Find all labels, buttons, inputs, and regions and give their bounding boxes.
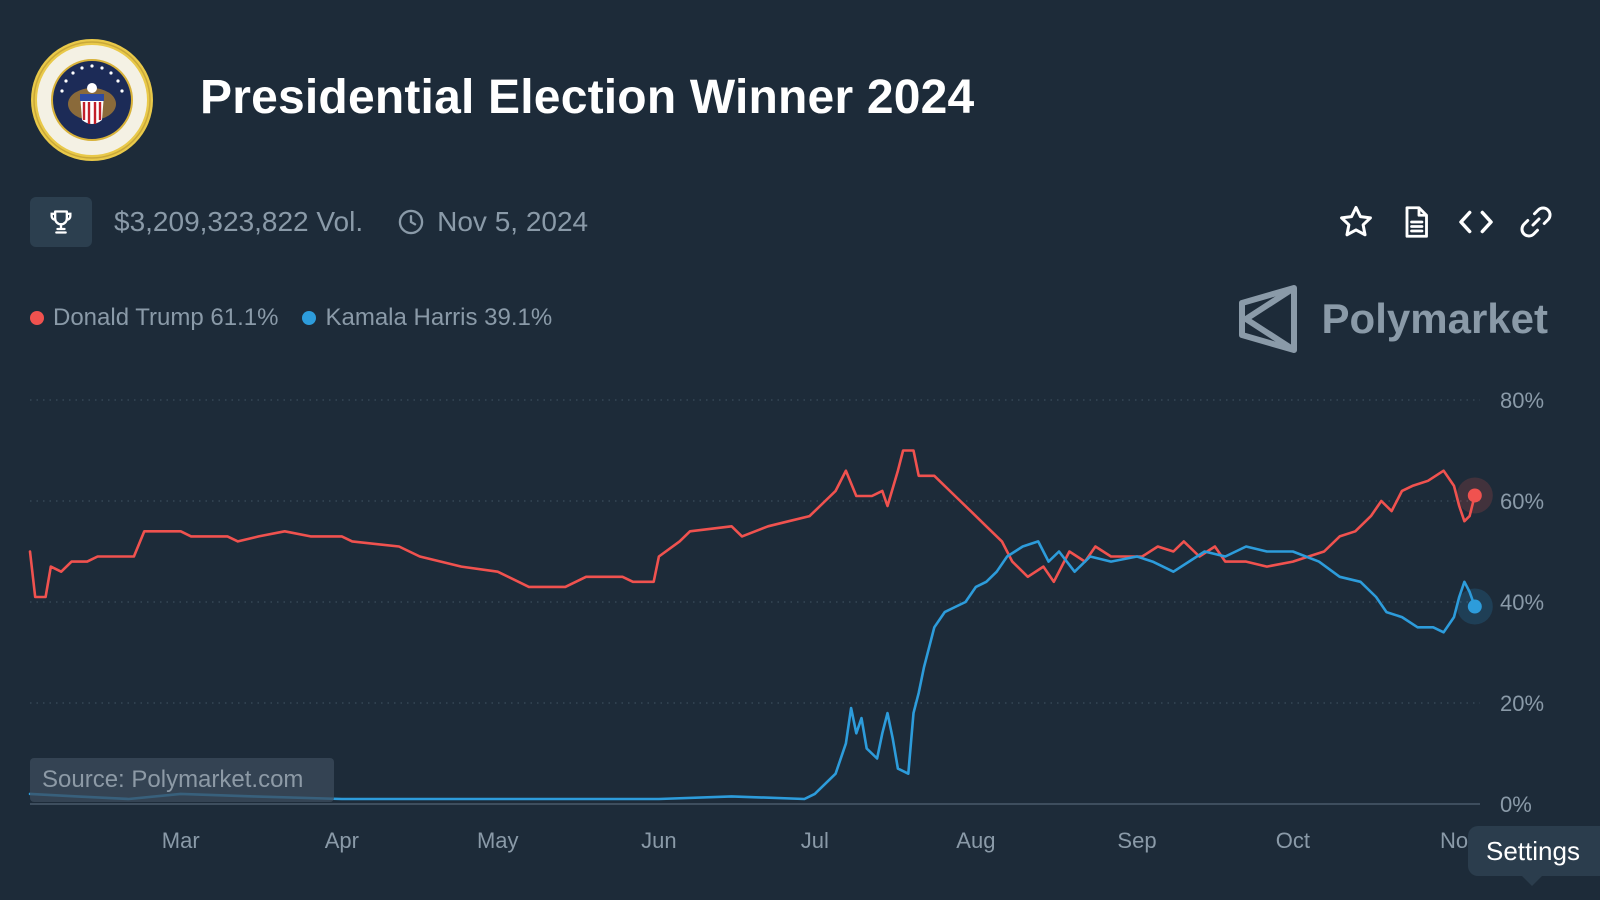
legend-dot	[30, 311, 44, 325]
page-title: Presidential Election Winner 2024	[200, 71, 975, 124]
code-icon	[1459, 210, 1493, 234]
x-tick-label: Jul	[801, 828, 829, 853]
chart-legend: Donald Trump 61.1% Kamala Harris 39.1%	[30, 304, 576, 332]
favorite-button[interactable]	[1334, 200, 1378, 244]
y-tick-label: 80%	[1500, 388, 1544, 413]
x-tick-label: Mar	[162, 828, 200, 853]
y-tick-label: 20%	[1500, 691, 1544, 716]
volume-text: $3,209,323,822 Vol.	[114, 206, 364, 237]
x-tick-label: May	[477, 828, 519, 853]
x-tick-label: Aug	[956, 828, 995, 853]
y-tick-label: 0%	[1500, 792, 1532, 817]
chart-axes: 0% 20% 40% 60% 80% Mar Apr May Jun Jul Aug Sep Oct No	[162, 388, 1544, 853]
legend-item-harris[interactable]: Kamala Harris 39.1%	[302, 304, 552, 332]
trophy-icon	[50, 210, 72, 234]
presidential-seal-icon	[31, 39, 153, 161]
settings-tooltip[interactable]: Settings	[1468, 826, 1600, 876]
document-icon	[1405, 206, 1428, 238]
x-tick-label: Oct	[1276, 828, 1310, 853]
series-end-marker[interactable]	[1467, 488, 1482, 503]
market-actions	[1318, 200, 1558, 244]
series-line-kamala-harris[interactable]	[28, 540, 1477, 801]
end-date-text: Nov 5, 2024	[437, 206, 589, 237]
legend-dot	[302, 311, 317, 325]
x-tick-label: Jun	[641, 828, 676, 853]
legend-item-trump[interactable]: Donald Trump 61.1%	[30, 304, 278, 332]
embed-button[interactable]	[1454, 200, 1498, 244]
polymarket-brand[interactable]: Polymarket	[1238, 284, 1548, 354]
market-meta: $3,209,323,822 Vol. Nov 5, 2024	[30, 197, 588, 247]
tooltip-arrow	[1522, 876, 1542, 886]
legend-label: Kamala Harris 39.1%	[325, 304, 553, 331]
chart-grid	[30, 399, 1480, 805]
trophy-button[interactable]	[30, 197, 92, 247]
polymarket-logo-icon	[1238, 285, 1297, 353]
rules-button[interactable]	[1394, 200, 1438, 244]
chart-series	[28, 449, 1493, 801]
x-tick-label: No	[1440, 828, 1468, 853]
series-line-donald-trump[interactable]	[28, 449, 1477, 599]
series-end-marker[interactable]	[1467, 599, 1482, 614]
y-tick-label: 60%	[1500, 489, 1544, 514]
link-icon	[1520, 206, 1552, 238]
x-tick-label: Sep	[1117, 828, 1156, 853]
source-badge: Source: Polymarket.com	[30, 758, 334, 802]
star-icon	[1340, 205, 1372, 237]
copy-link-button[interactable]	[1514, 200, 1558, 244]
brand-name: Polymarket	[1321, 295, 1548, 342]
clock-icon	[398, 209, 424, 235]
end-date: Nov 5, 2024	[397, 206, 588, 238]
x-tick-label: Apr	[325, 828, 359, 853]
legend-label: Donald Trump 61.1%	[53, 304, 279, 331]
y-tick-label: 40%	[1500, 590, 1544, 615]
